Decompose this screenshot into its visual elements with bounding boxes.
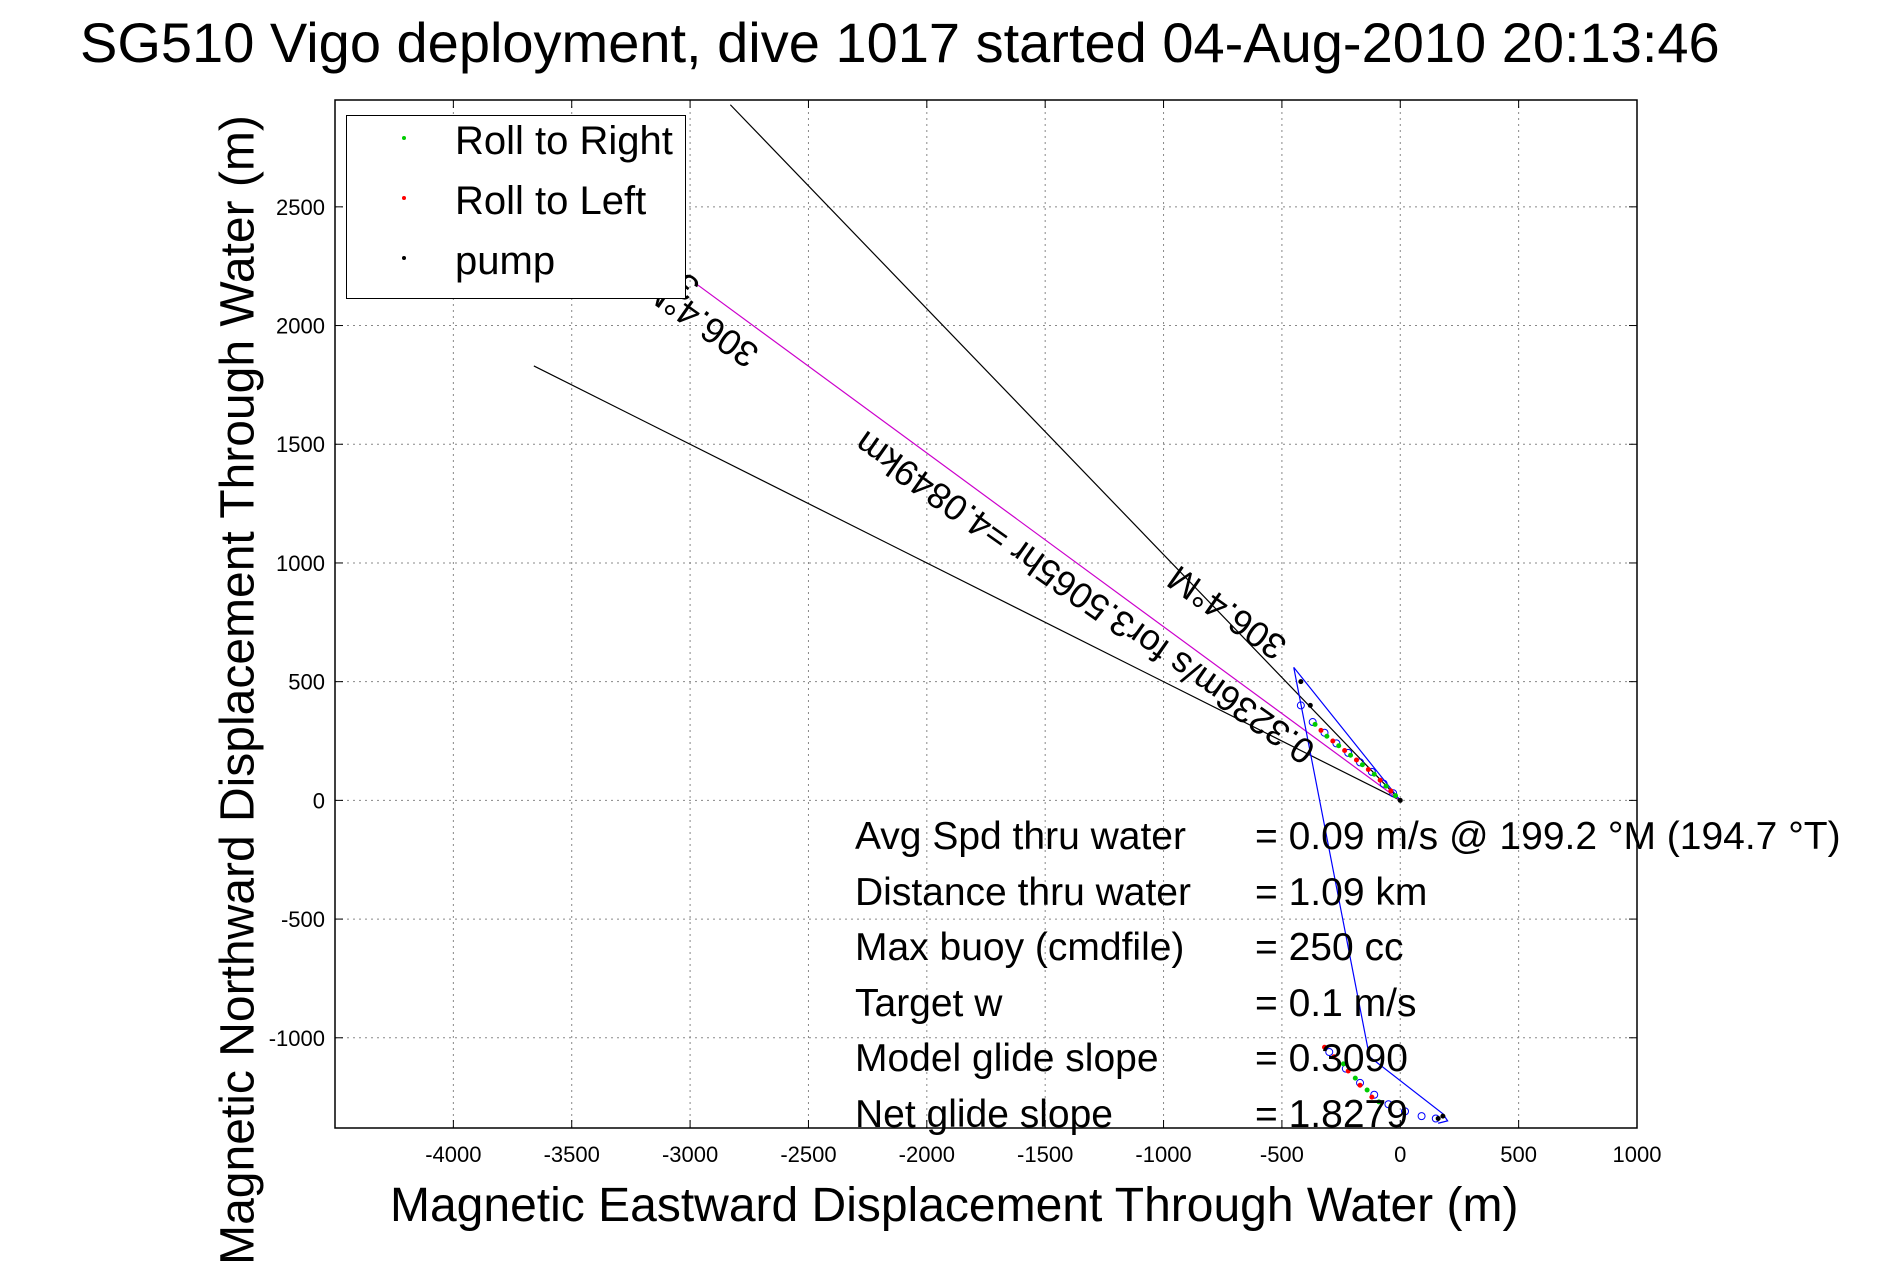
lines [533,104,1449,1124]
info-key: Net glide slope [855,1092,1113,1136]
info-value: = 1.8279 [1255,1092,1408,1136]
x-axis-label: Magnetic Eastward Displacement Through W… [390,1179,1519,1232]
point-roll-to-right [1312,721,1318,727]
point-roll-to-left [1345,1068,1351,1074]
point-pump [1298,679,1304,685]
legend-label-pump: pump [455,239,556,283]
x-tick-label: 500 [1500,1142,1537,1167]
point-roll-to-right [1383,783,1389,789]
x-tick-label: -2500 [780,1142,836,1167]
point-roll-to-right [1348,752,1354,758]
point-roll-to-right [1336,743,1342,749]
point-roll-to-right [1352,1075,1358,1081]
x-tick-label: -500 [1260,1142,1304,1167]
y-tick-label: 2500 [276,195,325,220]
point-roll-to-right [1393,793,1399,799]
axes [334,99,1638,1129]
x-tick-label: -3500 [544,1142,600,1167]
x-tick-label: -4000 [425,1142,481,1167]
legend-marker-pump [402,256,406,260]
point-roll-to-left [1322,1044,1328,1050]
info-value: = 250 cc [1255,926,1404,969]
chart-title: SG510 Vigo deployment, dive 1017 started… [80,11,1720,74]
info-key: Distance thru water [855,870,1191,914]
track-circle [1389,789,1398,798]
legend-item-roll-left: Roll to Left [347,176,685,236]
point-roll-to-right [1364,1087,1370,1093]
point-roll-to-right [1359,762,1365,768]
point-roll-to-right [1340,1061,1346,1067]
info-key: Max buoy (cmdfile) [855,926,1185,969]
point-roll-to-left [1377,777,1383,783]
track-circle [1384,1100,1393,1109]
y-tick-label: -1000 [269,1026,325,1051]
point-pump [1307,702,1313,708]
track-circle [1296,701,1305,710]
legend-label-roll-left: Roll to Left [455,179,647,223]
track-circle [1401,1107,1410,1116]
x-tick-label: -2000 [899,1142,955,1167]
legend-marker-roll-left [402,196,406,200]
track-circle [1341,1064,1350,1073]
info-value: = 0.09 m/s @ 199.2 °M (194.7 °T) [1255,815,1841,858]
line-track [1293,667,1449,1124]
point-roll-to-left [1369,1094,1375,1100]
point-roll-to-left [1357,1082,1363,1088]
track-circle [1325,1048,1334,1057]
x-tick-label: -3000 [662,1142,718,1167]
y-axis-label: Magnetic Northward Displacement Through … [211,115,265,1265]
point-roll-to-left [1388,788,1394,794]
point-roll-to-right [1371,771,1377,777]
line-bound-1 [729,104,1401,801]
info-key: Target w [855,981,1003,1025]
point-pump [1435,1116,1441,1122]
x-tick-label: -1000 [1135,1142,1191,1167]
point-pump [1440,1113,1446,1119]
info-key: Model glide slope [855,1037,1159,1080]
data-points [1296,679,1446,1123]
point-roll-to-left [1330,738,1336,744]
y-tick-label: -500 [281,907,325,932]
point-pump [1397,797,1403,803]
x-tick-label: 1000 [1613,1142,1662,1167]
line-bound-2 [533,365,1401,801]
point-roll-to-left [1353,757,1359,763]
plot-frame [334,99,1638,1129]
info-value: = 0.3090 [1255,1037,1408,1080]
legend-item-roll-right: Roll to Right [347,116,685,176]
track-circle [1308,718,1317,727]
legend-marker-roll-right [402,136,406,140]
y-tick-label: 1500 [276,432,325,457]
point-roll-to-left [1318,727,1324,733]
info-value: = 1.09 km [1255,870,1428,914]
point-roll-to-right [1324,733,1330,739]
y-tick-label: 1000 [276,551,325,576]
x-tick-label: -1500 [1017,1142,1073,1167]
y-tick-label: 500 [288,670,325,695]
track-circle [1379,779,1388,788]
point-roll-to-left [1331,1054,1337,1060]
track-circle [1370,1090,1379,1099]
legend-label-roll-right: Roll to Right [455,119,673,163]
point-roll-to-right [1376,1099,1382,1105]
legend: Roll to Right Roll to Left pump [346,115,686,299]
legend-item-pump: pump [347,236,685,296]
annotation-text: 0.3236m/s for3.5065hr =4.0849km [847,423,1322,773]
info-value: = 0.1 m/s [1255,981,1417,1025]
info-key: Avg Spd thru water [855,815,1186,858]
track-circle [1417,1112,1426,1121]
tick-labels: -4000 -3500 -3000 -2500 -2000 -1500 -1000 -500 0… [269,195,1662,1167]
y-tick-label: 0 [313,788,325,813]
point-roll-to-left [1342,748,1348,754]
y-tick-label: 2000 [276,314,325,339]
line-heading [694,282,1401,801]
x-tick-label: 0 [1394,1142,1406,1167]
point-roll-to-left [1365,767,1371,773]
